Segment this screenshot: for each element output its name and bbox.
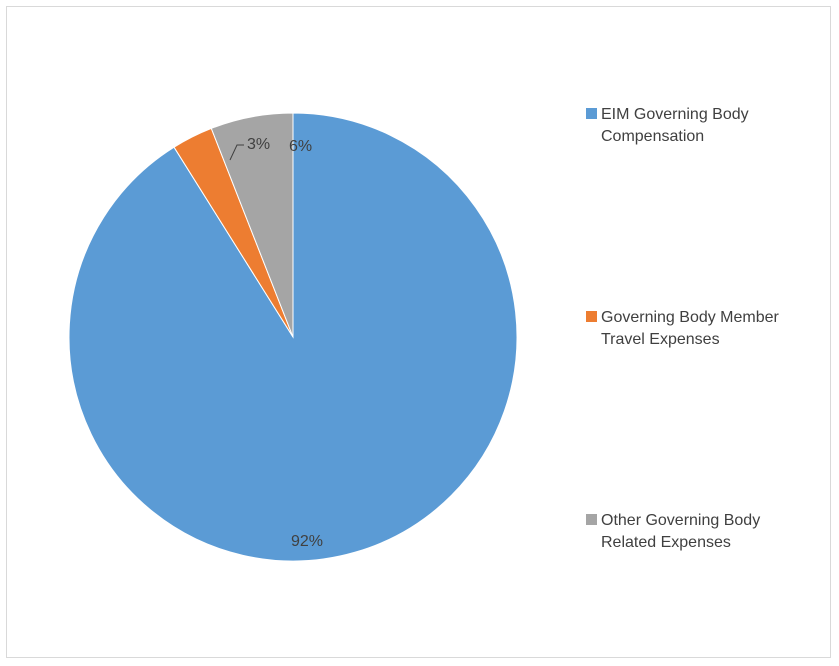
- legend-label-line2: Travel Expenses: [601, 331, 720, 348]
- legend-label-line1: EIM Governing Body: [601, 106, 749, 123]
- data-label-eim-compensation: 92%: [291, 533, 323, 550]
- legend-swatch: [586, 108, 597, 119]
- legend-item-travel-expenses: Governing Body Member Travel Expenses: [586, 307, 839, 351]
- legend: EIM Governing Body Compensation Governin…: [586, 0, 836, 666]
- legend-label-line2: Related Expenses: [601, 534, 731, 551]
- legend-item-other-expenses: Other Governing Body Related Expenses: [586, 510, 839, 554]
- slice-eim-compensation: [68, 112, 518, 562]
- legend-item-eim-compensation: EIM Governing Body Compensation: [586, 104, 839, 148]
- legend-label: Other Governing Body Related Expenses: [601, 510, 839, 554]
- slice-other-expenses: [210, 112, 294, 338]
- pie-slices: [68, 112, 518, 562]
- data-label-other-expenses: 6%: [289, 138, 312, 155]
- legend-label-line1: Other Governing Body: [601, 512, 761, 529]
- pie-data-labels: 92% 3% 6%: [229, 136, 323, 550]
- legend-label-line2: Compensation: [601, 128, 705, 145]
- data-label-travel-expenses: 3%: [247, 136, 270, 153]
- legend-label-line1: Governing Body Member: [601, 309, 779, 326]
- legend-label: Governing Body Member Travel Expenses: [601, 307, 839, 351]
- leader-line: [229, 144, 244, 161]
- legend-swatch: [586, 311, 597, 322]
- legend-label: EIM Governing Body Compensation: [601, 104, 839, 148]
- legend-swatch: [586, 514, 597, 525]
